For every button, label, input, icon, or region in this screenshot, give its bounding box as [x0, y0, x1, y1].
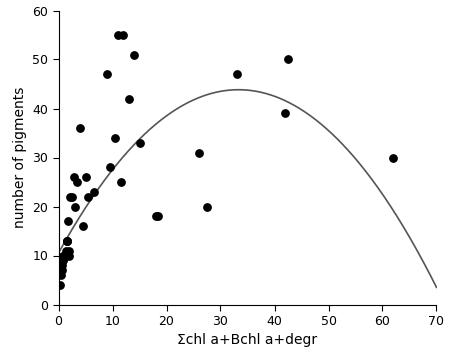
Point	[155, 214, 162, 219]
Point	[60, 253, 68, 258]
Point	[63, 238, 70, 244]
Point	[74, 179, 81, 185]
Point	[82, 174, 89, 180]
Point	[61, 253, 68, 258]
Point	[112, 135, 119, 141]
Point	[58, 267, 65, 273]
Point	[125, 96, 132, 101]
Point	[76, 125, 84, 131]
Point	[71, 204, 78, 209]
Point	[56, 282, 63, 288]
Point	[58, 267, 65, 273]
Point	[90, 189, 97, 195]
X-axis label: Σchl a+Bchl a+degr: Σchl a+Bchl a+degr	[177, 334, 318, 348]
Point	[66, 253, 73, 258]
Point	[106, 164, 113, 170]
Point	[117, 179, 124, 185]
Point	[114, 32, 122, 38]
Point	[284, 57, 292, 62]
Point	[130, 52, 138, 57]
Point	[58, 262, 66, 268]
Point	[152, 214, 159, 219]
Point	[67, 194, 74, 199]
Point	[282, 111, 289, 116]
Point	[63, 238, 71, 244]
Point	[60, 253, 67, 258]
Point	[85, 194, 92, 199]
Point	[195, 150, 203, 155]
Point	[58, 272, 65, 278]
Point	[60, 258, 67, 263]
Point	[66, 248, 73, 253]
Point	[79, 223, 86, 229]
Point	[203, 204, 211, 209]
Point	[61, 253, 68, 258]
Point	[59, 258, 67, 263]
Point	[233, 71, 240, 77]
Point	[65, 218, 72, 224]
Point	[120, 32, 127, 38]
Y-axis label: number of pigments: number of pigments	[13, 87, 27, 228]
Point	[68, 194, 76, 199]
Point	[136, 140, 143, 146]
Point	[104, 71, 111, 77]
Point	[57, 267, 64, 273]
Point	[60, 253, 68, 258]
Point	[63, 238, 70, 244]
Point	[62, 248, 69, 253]
Point	[59, 253, 67, 258]
Point	[70, 174, 77, 180]
Point	[390, 155, 397, 160]
